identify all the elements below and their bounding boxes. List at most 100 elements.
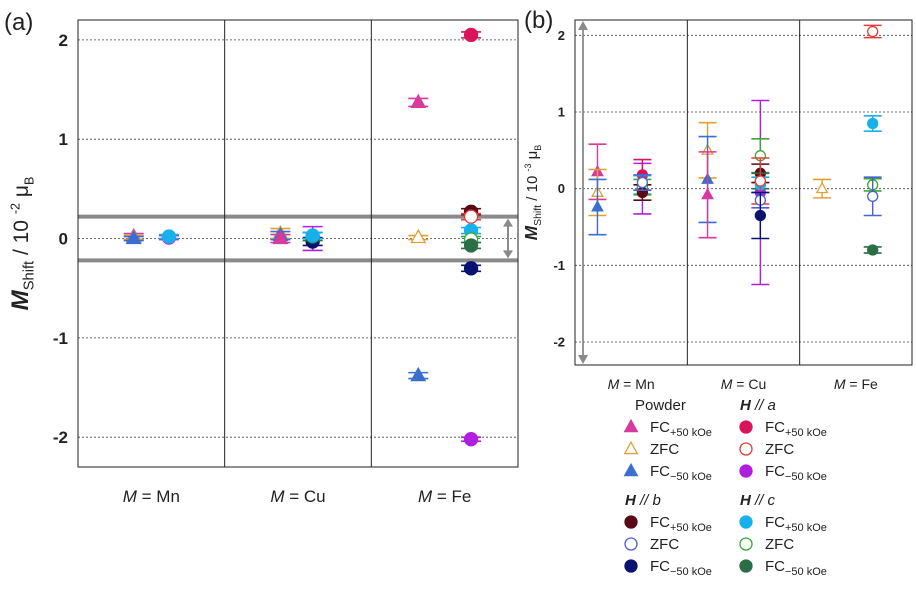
data-point: [461, 209, 482, 224]
panel-label: (a): [4, 9, 33, 36]
marker: [410, 366, 427, 382]
y-axis-label: MShift / 10 -2 μB: [7, 177, 37, 311]
range-arrow-head: [578, 21, 588, 30]
data-point: [751, 191, 770, 240]
marker: [815, 181, 829, 194]
data-point: [408, 228, 429, 244]
y-tick-label: -1: [553, 258, 565, 273]
marker: [125, 229, 142, 245]
legend-item: FC−50 kOe: [623, 462, 712, 483]
panel-a: 2 1 0 -1 -2 M = Mn M = Cu M = Fe MShift / 10 -2 …: [4, 9, 519, 506]
legend-label: FC+50 kOe: [650, 419, 712, 439]
data-point: [461, 432, 482, 447]
y-axis-label: MShift / 10 -3 μB: [521, 145, 544, 241]
range-arrow-head: [503, 218, 513, 227]
data-point: [813, 178, 832, 199]
legend-label: FC−50 kOe: [650, 463, 712, 483]
legend-item: ZFC: [624, 536, 679, 553]
legend-label: FC−50 kOe: [650, 558, 712, 578]
marker: [754, 209, 766, 222]
legend-item: ZFC: [739, 441, 794, 458]
data-point: [461, 27, 482, 43]
legend-group-heading: Powder: [635, 397, 686, 414]
marker: [272, 229, 289, 245]
legend-item: FC+50 kOe: [623, 418, 712, 439]
legend-marker: [623, 440, 639, 455]
marker: [410, 93, 427, 109]
y-tick-label: -2: [553, 335, 565, 350]
legend-marker: [739, 515, 753, 529]
y-tick-label: 0: [558, 181, 565, 196]
legend-item: FC−50 kOe: [739, 463, 827, 483]
marker: [867, 190, 879, 202]
marker: [591, 200, 604, 212]
legend-group-heading: H // c: [740, 492, 776, 509]
marker: [701, 187, 714, 200]
y-tick-label: 1: [558, 105, 565, 120]
x-category-label: M = Fe: [834, 376, 878, 392]
legend-marker: [739, 537, 753, 551]
y-tick-label: 2: [558, 28, 565, 43]
data-point: [863, 244, 882, 256]
data-point: [863, 176, 882, 217]
marker: [410, 228, 427, 244]
legend-label: FC−50 kOe: [765, 463, 827, 483]
marker: [463, 432, 479, 447]
y-tick-label: -2: [53, 428, 68, 447]
legend-group: Powder FC+50 kOe ZFC FC−50 kOe: [623, 397, 712, 483]
data-point: [408, 366, 429, 382]
legend-marker: [739, 559, 753, 573]
plot-frame: [77, 19, 519, 468]
x-category-label: M = Cu: [721, 376, 767, 392]
legend-item: FC−50 kOe: [624, 558, 712, 578]
range-arrow-head: [503, 250, 513, 259]
data-point: [461, 261, 482, 276]
data-point: [633, 174, 652, 191]
y-tick-label: 2: [59, 31, 68, 50]
legend-marker: [623, 462, 639, 477]
marker: [867, 117, 879, 130]
y-tick-label: 0: [59, 229, 68, 248]
marker: [305, 228, 320, 243]
legend-marker: [624, 537, 638, 551]
legend-item: ZFC: [623, 440, 679, 458]
legend-label: ZFC: [765, 441, 794, 458]
panel-b: 2 1 0 -1 -2 M = Mn M = Cu M = Fe MShift / 10 -3 …: [521, 7, 913, 392]
marker: [636, 176, 649, 189]
data-point: [698, 151, 717, 239]
legend-label: ZFC: [650, 441, 679, 458]
legend-marker: [739, 420, 753, 434]
legend-group: H // b FC+50 kOe ZFC FC−50 kOe: [624, 492, 712, 578]
marker: [161, 229, 177, 244]
legend-group-heading: H // a: [740, 397, 776, 414]
data-point: [158, 229, 179, 244]
marker: [463, 27, 479, 43]
legend-label: FC+50 kOe: [765, 419, 827, 439]
legend-label: FC+50 kOe: [650, 514, 712, 534]
marker: [463, 238, 479, 253]
x-category-label: M = Cu: [270, 487, 325, 506]
marker: [463, 209, 479, 224]
data-point: [588, 178, 607, 236]
y-tick-label: 1: [59, 130, 68, 149]
data-point: [302, 228, 323, 243]
legend-item: FC−50 kOe: [739, 558, 827, 578]
legend-marker: [623, 418, 639, 433]
legend-item: ZFC: [739, 536, 794, 553]
legend: Powder FC+50 kOe ZFC FC−50 kOe H // a FC+50 k…: [623, 397, 827, 578]
range-arrow-head: [578, 355, 588, 364]
legend-marker: [739, 442, 753, 456]
legend-item: FC+50 kOe: [739, 514, 827, 534]
marker: [754, 175, 766, 187]
plot-frame: [574, 19, 913, 366]
data-point: [863, 24, 882, 39]
legend-label: ZFC: [765, 536, 794, 553]
data-point: [461, 238, 482, 253]
legend-marker: [624, 515, 638, 529]
marker: [867, 244, 879, 256]
legend-label: FC+50 kOe: [765, 514, 827, 534]
y-tick-label: -1: [53, 329, 68, 348]
data-point: [408, 93, 429, 109]
panel-label: (b): [524, 7, 553, 34]
